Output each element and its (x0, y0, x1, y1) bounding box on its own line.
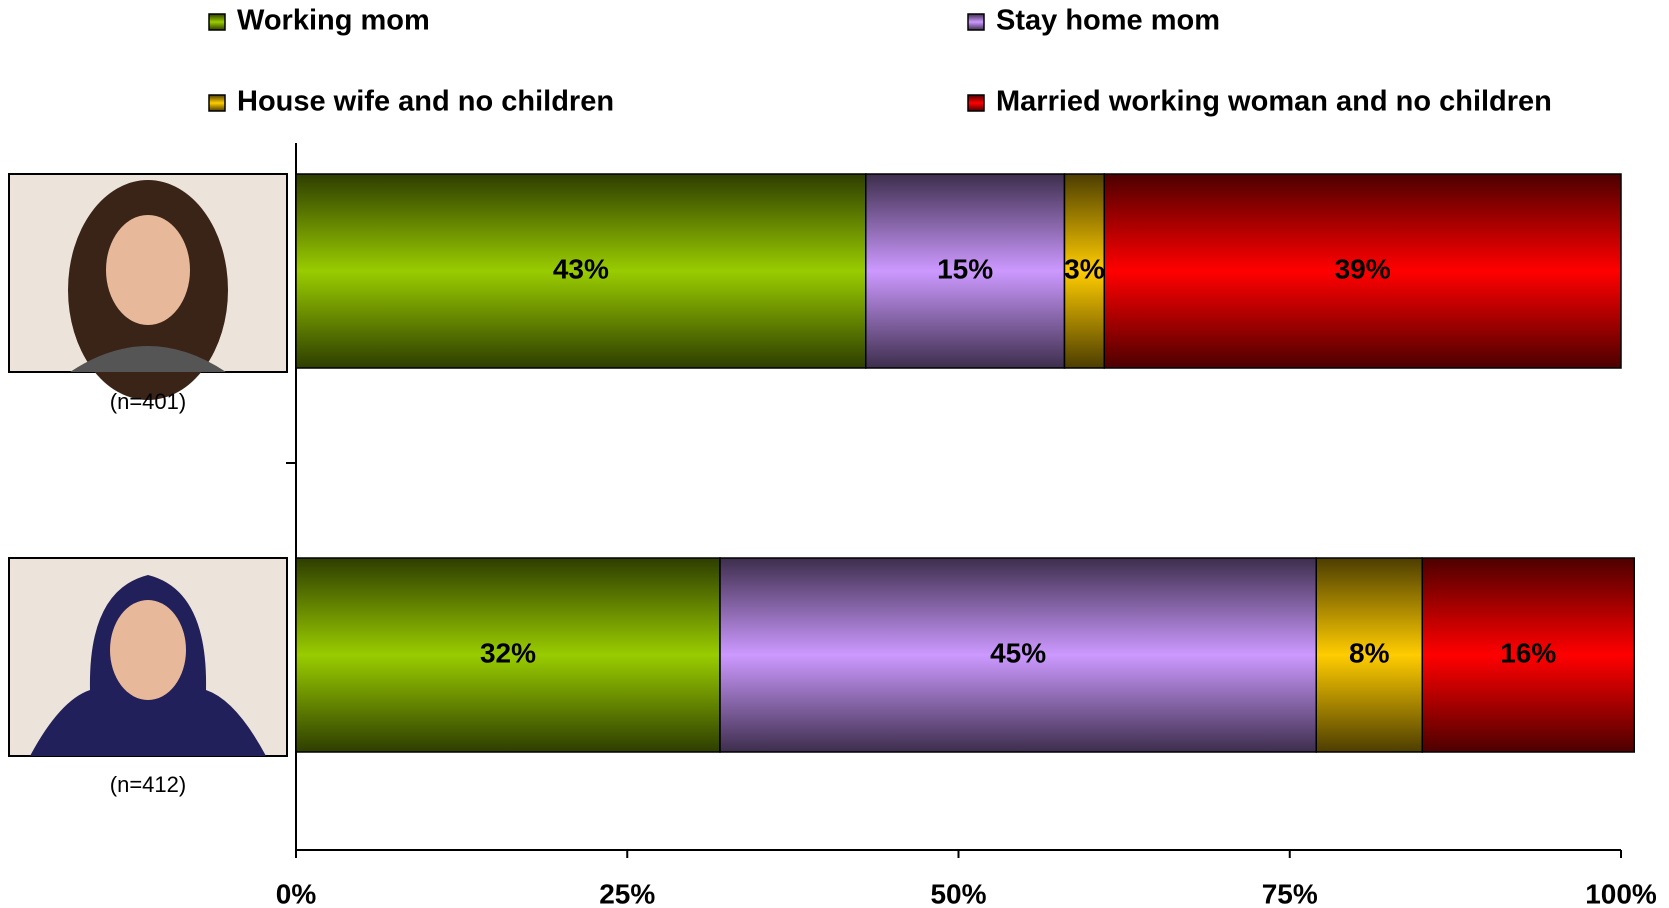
x-tick-label: 25% (599, 878, 655, 908)
legend-label: Working mom (237, 5, 430, 37)
bar-shade (1103, 173, 1622, 369)
x-tick-label: 0% (276, 878, 317, 908)
category-label: (n=412) (110, 772, 186, 797)
bar-shade (1315, 557, 1423, 753)
photo-2 (8, 557, 288, 757)
legend-swatch-shade (968, 95, 984, 111)
legend-label: Married working woman and no children (996, 86, 1552, 118)
value-label: 39% (1335, 253, 1391, 284)
x-tick-label: 100% (1585, 878, 1657, 908)
bar-shade (1063, 173, 1105, 369)
value-label: 45% (990, 637, 1046, 668)
value-label: 32% (480, 637, 536, 668)
bar-shade (865, 173, 1066, 369)
legend-swatch-shade (209, 14, 225, 30)
value-label: 43% (553, 253, 609, 284)
legend-label: Stay home mom (996, 5, 1220, 37)
x-tick-label: 75% (1262, 878, 1318, 908)
x-tick-label: 50% (930, 878, 986, 908)
bar-shade (1421, 557, 1635, 753)
bar-shade (295, 557, 721, 753)
value-label: 8% (1349, 637, 1390, 668)
photo-1 (8, 173, 288, 400)
value-label: 3% (1064, 253, 1105, 284)
legend-swatch-shade (209, 95, 225, 111)
category-label: (n=401) (110, 389, 186, 414)
bar-shade (295, 173, 867, 369)
bar-shade (719, 557, 1317, 753)
legend-label: House wife and no children (237, 86, 614, 118)
legend-swatch-shade (968, 14, 984, 30)
value-label: 15% (937, 253, 993, 284)
value-label: 16% (1500, 637, 1556, 668)
